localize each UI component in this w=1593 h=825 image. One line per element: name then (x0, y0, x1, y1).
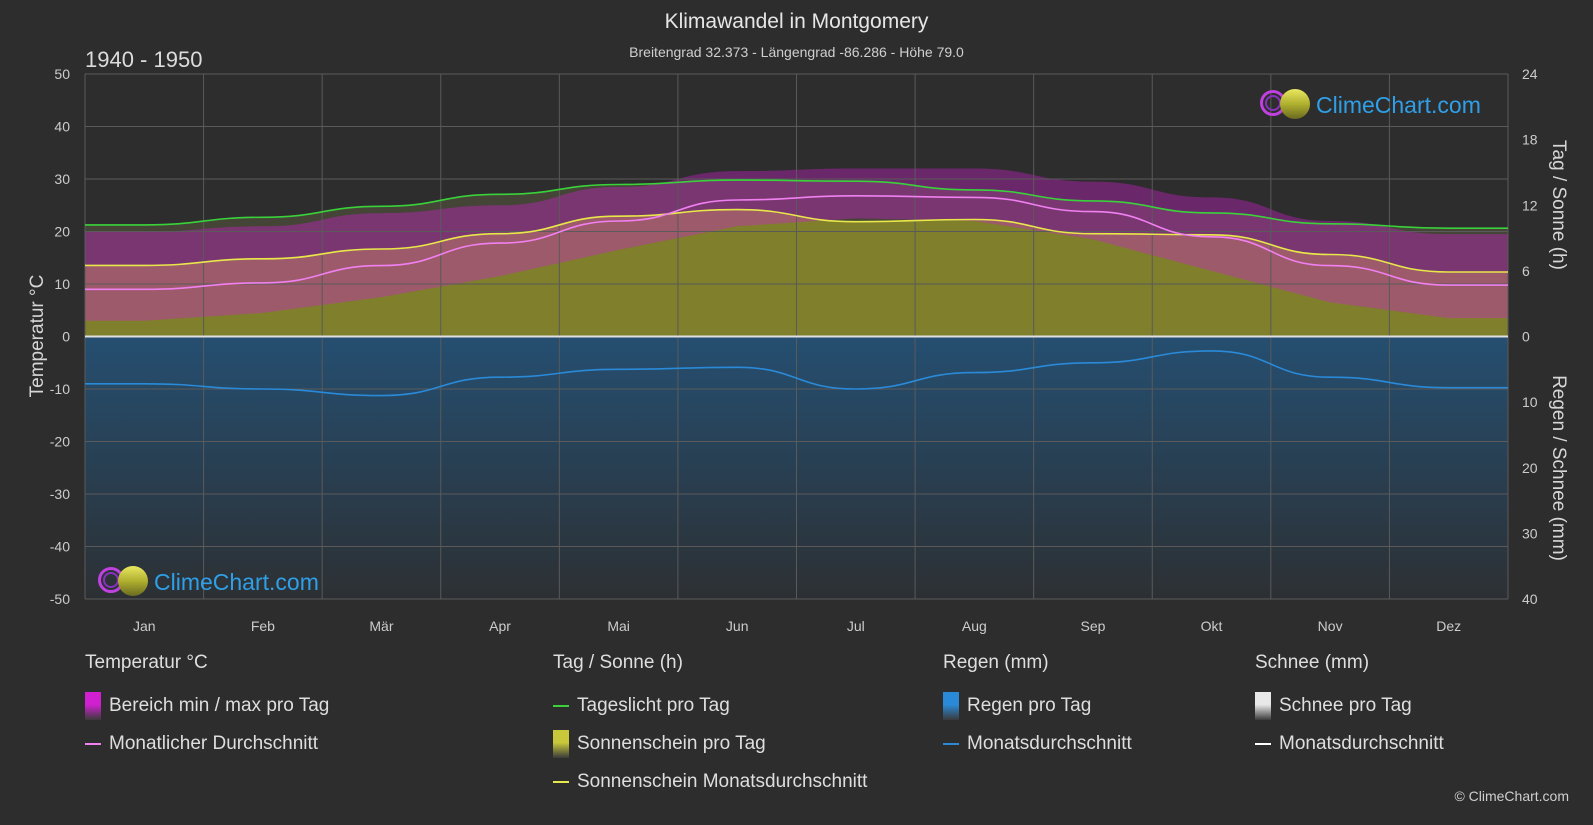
logo-text: ClimeChart.com (1316, 91, 1481, 118)
legend-label: Sonnenschein Monatsdurchschnitt (577, 771, 868, 792)
legend-swatch (553, 730, 569, 758)
left-axis-title: Temperatur °C (27, 275, 48, 398)
right-bottom-tick-label: 20 (1522, 460, 1538, 476)
month-label: Apr (489, 618, 511, 634)
left-tick-label: -40 (50, 539, 70, 555)
copyright: © ClimeChart.com (1454, 788, 1569, 804)
month-label: Okt (1201, 618, 1223, 634)
right-bottom-tick-label: 40 (1522, 591, 1538, 607)
logo-text: ClimeChart.com (154, 568, 319, 595)
legend-item: Bereich min / max pro Tag (85, 687, 329, 725)
legend-group-title: Regen (mm) (943, 652, 1049, 673)
legend-item: Monatsdurchschnitt (1255, 725, 1444, 763)
logo-top-right[interactable]: ClimeChart.com (1258, 88, 1481, 122)
month-label: Jun (726, 618, 749, 634)
climechart-logo-icon (1258, 88, 1314, 122)
legend-swatch (1255, 692, 1271, 720)
legend-label: Monatsdurchschnitt (1279, 733, 1444, 754)
right-bottom-axis-title: Regen / Schnee (mm) (1548, 375, 1569, 561)
left-tick-label: 10 (54, 276, 70, 292)
left-tick-label: -50 (50, 591, 70, 607)
left-tick-label: -10 (50, 381, 70, 397)
left-tick-label: 50 (54, 66, 70, 82)
legend-item: Sonnenschein Monatsdurchschnitt (553, 763, 867, 801)
legend-label: Monatsdurchschnitt (967, 733, 1132, 754)
legend-swatch (553, 705, 569, 707)
left-tick-label: 0 (62, 329, 70, 345)
right-top-tick-label: 6 (1522, 263, 1530, 279)
month-label: Dez (1436, 618, 1461, 634)
sunshine-avg-line (85, 208, 1508, 273)
month-label: Aug (962, 618, 987, 634)
legend-label: Schnee pro Tag (1279, 695, 1412, 716)
legend-label: Monatlicher Durchschnitt (109, 733, 319, 754)
right-top-tick-label: 18 (1522, 132, 1538, 148)
right-bottom-tick-label: 10 (1522, 394, 1538, 410)
month-label: Jul (847, 618, 865, 634)
legend-item: Schnee pro Tag (1255, 687, 1444, 725)
month-label: Mai (607, 618, 630, 634)
legend-label: Regen pro Tag (967, 695, 1092, 716)
legend-group: Regen (mm) Regen pro Tag Monatsdurchschnit… (943, 652, 1132, 763)
legend-swatch (553, 781, 569, 783)
legend-item: Monatsdurchschnitt (943, 725, 1132, 763)
legend-swatch (85, 743, 101, 745)
left-tick-label: 30 (54, 171, 70, 187)
legend-swatch (1255, 743, 1271, 745)
right-bottom-tick-label: 30 (1522, 525, 1538, 541)
legend-item: Regen pro Tag (943, 687, 1132, 725)
chart-subtitle: Breitengrad 32.373 - Längengrad -86.286 … (629, 44, 964, 60)
month-label: Feb (251, 618, 275, 634)
month-label: Mär (369, 618, 393, 634)
rain-avg-line (85, 350, 1508, 397)
legend-label: Sonnenschein pro Tag (577, 733, 766, 754)
left-tick-label: 20 (54, 224, 70, 240)
legend-group-title: Schnee (mm) (1255, 652, 1370, 673)
right-top-tick-label: 0 (1522, 329, 1530, 345)
climechart-logo-icon (96, 565, 152, 599)
month-label: Sep (1080, 618, 1105, 634)
legend-label: Bereich min / max pro Tag (109, 695, 330, 716)
month-label: Nov (1318, 618, 1343, 634)
legend-group-title: Temperatur °C (85, 652, 208, 673)
left-tick-label: -20 (50, 434, 70, 450)
right-top-tick-label: 12 (1522, 197, 1538, 213)
right-top-tick-label: 24 (1522, 66, 1538, 82)
legend-group: Tag / Sonne (h) Tageslicht pro Tag Sonnens… (553, 652, 867, 801)
legend-item: Tageslicht pro Tag (553, 687, 867, 725)
left-tick-label: 40 (54, 119, 70, 135)
legend-group: Temperatur °C Bereich min / max pro Tag Mo… (85, 652, 329, 763)
legend-item: Sonnenschein pro Tag (553, 725, 867, 763)
daylight-line (85, 179, 1508, 229)
legend-group-title: Tag / Sonne (h) (553, 652, 683, 673)
legend-swatch (85, 692, 101, 720)
left-tick-label: -30 (50, 486, 70, 502)
temp-avg-line (85, 194, 1508, 291)
legend-label: Tageslicht pro Tag (577, 695, 730, 716)
legend-swatch (943, 692, 959, 720)
legend-group: Schnee (mm) Schnee pro Tag Monatsdurchschn… (1255, 652, 1444, 763)
legend-swatch (943, 743, 959, 745)
month-label: Jan (133, 618, 156, 634)
right-top-axis-title: Tag / Sonne (h) (1548, 140, 1569, 270)
legend-item: Monatlicher Durchschnitt (85, 725, 329, 763)
chart-title: Klimawandel in Montgomery (664, 10, 929, 33)
logo-bottom-left[interactable]: ClimeChart.com (96, 565, 319, 599)
period-label: 1940 - 1950 (85, 47, 203, 72)
